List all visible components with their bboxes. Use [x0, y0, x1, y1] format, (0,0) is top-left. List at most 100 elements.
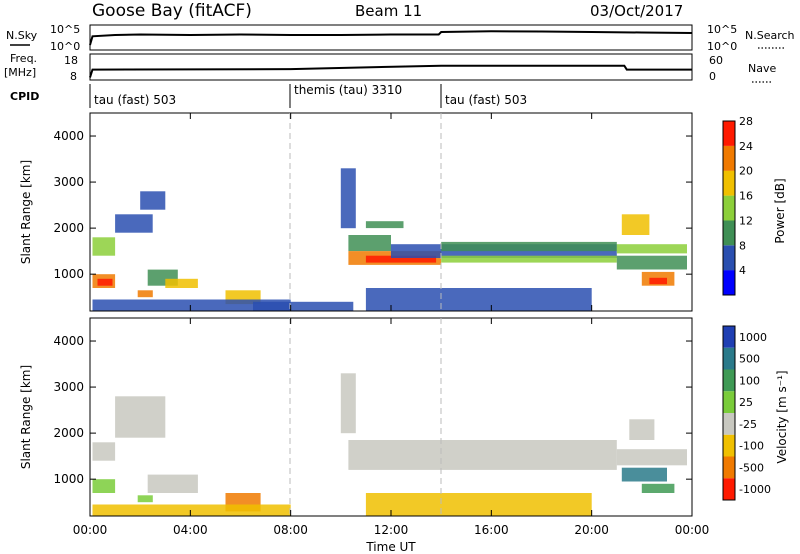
noise-right-ytick-top: 10^5 [707, 23, 737, 36]
noise-right-label: N.Search [745, 29, 795, 42]
power-echo-patch-20 [616, 255, 687, 270]
power-echo-patch-14 [340, 168, 356, 229]
cpid-label: CPID [10, 90, 39, 103]
velocity-echo-patch-3 [147, 474, 198, 493]
power-colorbar-tick-2: 12 [739, 214, 753, 227]
power-colorbar-swatch-0 [723, 270, 735, 295]
velocity-xtick-label-4: 16:00 [474, 523, 509, 537]
velocity-colorbar-tick-6: -500 [739, 461, 764, 474]
noise-panel: N.Sky 10^5 10^0 10^5 10^0 N.Search [6, 23, 795, 53]
power-colorbar-frame [722, 120, 736, 296]
noise-ytick-bottom: 10^0 [50, 40, 80, 53]
velocity-xtick-label-6: 00:00 [675, 523, 710, 537]
velocity-echo-patch-10 [621, 467, 667, 482]
power-echo-patch-4 [140, 191, 166, 210]
velocity-ytick-label-2: 3000 [53, 380, 84, 394]
power-colorbar-tick-1: 8 [739, 239, 746, 252]
cpid-segment-2: themis (tau) 3310 [294, 83, 402, 97]
noise-panel-frame [89, 24, 693, 51]
freq-panel: Freq. [MHz] 18 8 60 0 Nave [4, 52, 776, 83]
velocity-colorbar-tick-3: 25 [739, 396, 753, 409]
power-echo-patch-15 [365, 221, 404, 229]
velocity-echo-patch-4 [137, 495, 153, 503]
velocity-echo-patch-0 [92, 442, 116, 461]
velocity-colorbar-swatch-7 [723, 478, 735, 501]
power-colorbar: 4 8 12 16 20 24 28 [722, 115, 753, 296]
velocity-ytick-label-3: 4000 [53, 334, 84, 348]
velocity-xticks: 00:00 04:00 08:00 12:00 16:00 20:00 00:00 [73, 318, 710, 537]
velocity-ytick-label-1: 2000 [53, 426, 84, 440]
velocity-colorbar-tick-1: 500 [739, 353, 760, 366]
freq-panel-frame [89, 53, 693, 81]
velocity-colorbar-label: Velocity [m s⁻¹] [775, 370, 789, 463]
freq-ytick-top: 18 [64, 54, 78, 67]
velocity-colorbar-swatch-3 [723, 391, 735, 414]
freq-left-label: Freq. [10, 52, 37, 65]
velocity-colorbar-tick-4: -25 [739, 418, 757, 431]
power-echo-patch-21 [621, 214, 650, 235]
velocity-colorbar-frame [722, 325, 736, 501]
velocity-echo-patch-13 [365, 493, 592, 516]
power-ytick-label-3: 4000 [53, 129, 84, 143]
velocity-colorbar-tick-7: -1000 [739, 483, 771, 496]
beam-title: Beam 11 [355, 2, 422, 20]
velocity-ytick-label-0: 1000 [53, 472, 84, 486]
power-ytick-label-1: 2000 [53, 221, 84, 235]
power-echo-patch-19 [616, 244, 687, 254]
nave-ytick-top: 60 [709, 54, 723, 67]
power-colorbar-tick-3: 16 [739, 190, 753, 203]
power-yticks: 1000 2000 3000 4000 [53, 129, 692, 281]
power-echo-patch-23 [649, 277, 667, 285]
power-echo-patch-3 [115, 214, 153, 233]
velocity-xtick-label-2: 08:00 [273, 523, 308, 537]
freq-line [89, 64, 692, 78]
power-colorbar-swatch-5 [723, 145, 735, 171]
velocity-colorbar-swatch-6 [723, 456, 735, 479]
noise-line [89, 30, 693, 46]
power-colorbar-tick-0: 4 [739, 264, 746, 277]
velocity-echo-patch-11 [641, 483, 675, 493]
velocity-xtick-label-5: 20:00 [574, 523, 609, 537]
power-panel: 1000 2000 3000 4000 Slant Range [km] 4 8 12 16… [19, 112, 787, 312]
velocity-echo-patch-8 [340, 373, 356, 434]
nave-ytick-bottom: 0 [709, 70, 716, 83]
velocity-colorbar-swatch-4 [723, 413, 735, 435]
velocity-yticks: 1000 2000 3000 4000 [53, 334, 692, 486]
velocity-xtick-label-0: 00:00 [73, 523, 108, 537]
velocity-colorbar-swatch-2 [723, 369, 735, 392]
velocity-colorbar-swatch-0 [723, 326, 735, 348]
velocity-echo-patch-9 [616, 449, 687, 466]
velocity-echo-patch-12 [629, 419, 655, 440]
nave-label: Nave [748, 62, 776, 75]
power-xticks [89, 113, 693, 311]
velocity-echo-patch-2 [115, 396, 166, 438]
power-patches [92, 168, 687, 311]
power-echo-patch-10 [253, 301, 354, 311]
noise-left-label: N.Sky [6, 29, 38, 42]
cpid-segment-1: tau (fast) 503 [94, 93, 176, 107]
freq-ytick-bottom: 8 [70, 70, 77, 83]
date-title: 03/Oct/2017 [590, 2, 683, 20]
velocity-panel: 1000 2000 3000 4000 00:00 04:00 08:00 12:00 16:… [19, 317, 789, 554]
velocity-colorbar-tick-0: 1000 [739, 331, 767, 344]
power-colorbar-swatch-6 [723, 121, 735, 146]
velocity-xlabel: Time UT [365, 540, 416, 554]
cpid-segment-3: tau (fast) 503 [445, 93, 527, 107]
noise-ytick-top: 10^5 [50, 23, 80, 36]
velocity-echo-patch-1 [92, 479, 116, 493]
cpid-panel: CPID tau (fast) 503 themis (tau) 3310 ta… [10, 83, 527, 108]
freq-left-unit: [MHz] [4, 66, 36, 79]
power-echo-patch-2 [97, 278, 113, 286]
power-ylabel: Slant Range [km] [19, 160, 33, 264]
station-title: Goose Bay (fitACF) [92, 1, 252, 21]
power-colorbar-tick-6: 28 [739, 115, 753, 128]
power-echo-patch-24 [365, 288, 592, 311]
power-ytick-label-2: 3000 [53, 175, 84, 189]
power-echo-patch-11 [348, 235, 391, 252]
velocity-colorbar-swatch-1 [723, 347, 735, 370]
power-echo-patch-0 [92, 237, 116, 256]
velocity-echo-patch-6 [92, 504, 291, 516]
velocity-colorbar-tick-2: 100 [739, 374, 760, 387]
power-colorbar-swatch-4 [723, 170, 735, 196]
